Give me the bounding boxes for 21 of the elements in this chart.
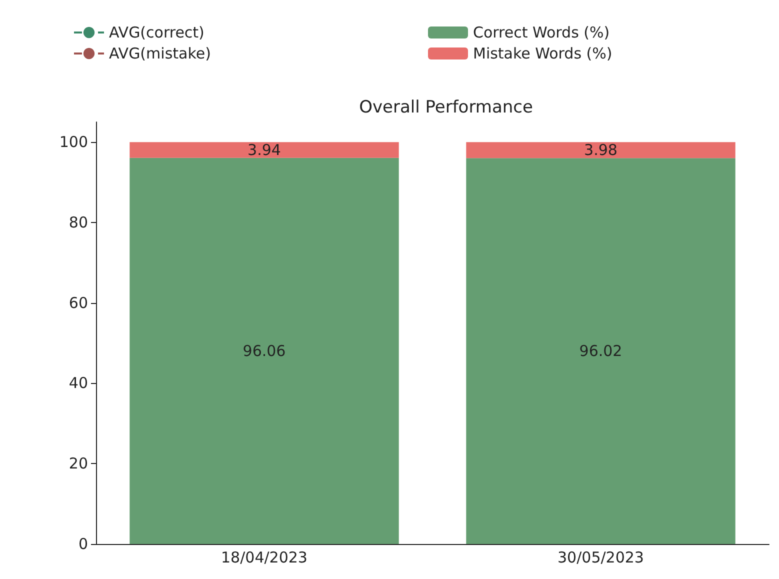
y-tick-label: 20 <box>68 454 88 473</box>
data-label: 96.06 <box>242 342 286 360</box>
bar <box>466 158 736 544</box>
y-tick-label: 40 <box>68 374 88 392</box>
data-label: 3.98 <box>584 141 618 160</box>
bar <box>466 142 736 158</box>
y-tick-label: 80 <box>68 213 88 232</box>
chart-title: Overall Performance <box>359 98 533 118</box>
legend-label: Mistake Words (%) <box>473 44 612 62</box>
legend-label: AVG(mistake) <box>109 44 211 62</box>
x-tick-label: 18/04/2023 <box>221 548 308 566</box>
legend-label: AVG(correct) <box>109 24 204 42</box>
x-tick-label: 30/05/2023 <box>558 548 644 566</box>
y-tick-label: 0 <box>78 535 88 553</box>
data-label: 96.02 <box>579 342 622 360</box>
bar <box>130 142 399 158</box>
bar <box>130 158 399 544</box>
y-tick-label: 100 <box>59 133 88 152</box>
legend-label: Correct Words (%) <box>473 24 610 42</box>
data-label: 3.94 <box>248 141 281 160</box>
y-tick-label: 60 <box>68 294 88 312</box>
